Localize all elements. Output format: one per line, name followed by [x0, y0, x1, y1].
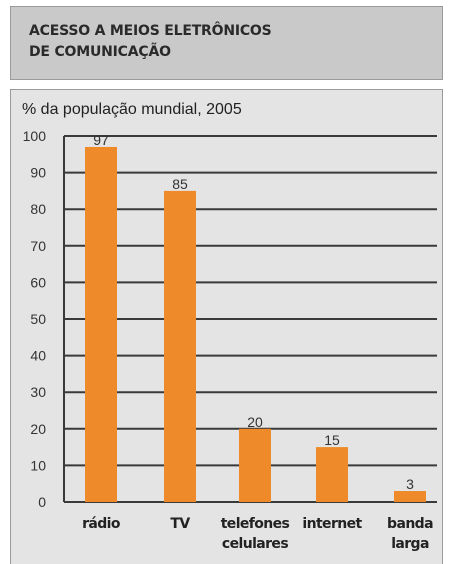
category-label-2-1: celulares [222, 536, 288, 552]
y-tick-label-90: 90 [30, 165, 46, 181]
bar-0 [85, 146, 117, 503]
value-label-1: 85 [172, 176, 188, 192]
value-label-4: 3 [406, 476, 414, 492]
category-label-4-0: banda [387, 516, 433, 532]
category-label-0-0: rádio [82, 516, 121, 532]
value-label-2: 20 [247, 414, 263, 430]
category-label-3-0: internet [302, 516, 362, 532]
category-label-1-0: TV [170, 516, 190, 532]
y-tick-label-0: 0 [38, 494, 46, 510]
y-tick-label-10: 10 [30, 457, 46, 473]
chart-title: ACESSO A MEIOS ELETRÔNICOS DE COMUNICAÇÃO [29, 21, 349, 63]
y-tick-label-80: 80 [30, 201, 46, 217]
y-tick-label-20: 20 [30, 421, 46, 437]
value-labels: 97 85 20 15 3 [93, 132, 414, 492]
y-tick-label-100: 100 [23, 128, 47, 144]
y-tick-label-60: 60 [30, 274, 46, 290]
y-axis-ticks: 0 10 20 30 40 50 60 70 80 90 100 [23, 128, 47, 510]
chart-panel [10, 89, 443, 564]
bars [85, 146, 426, 503]
y-tick-label-50: 50 [30, 311, 46, 327]
chart-subtitle: % da população mundial, 2005 [22, 101, 242, 118]
category-labels: rádio TV telefones celulares internet banda la… [82, 516, 434, 552]
y-tick-label-70: 70 [30, 238, 46, 254]
chart-title-line-2: DE COMUNICAÇÃO [29, 44, 171, 60]
category-label-4-1: larga [391, 536, 429, 552]
header-bar: ACESSO A MEIOS ELETRÔNICOS DE COMUNICAÇÃO [10, 6, 443, 80]
chart-title-line-1: ACESSO A MEIOS ELETRÔNICOS [29, 23, 272, 39]
y-tick-label-40: 40 [30, 348, 46, 364]
value-label-0: 97 [93, 132, 109, 148]
bar-1 [164, 190, 196, 502]
bar-2 [239, 428, 271, 502]
bar-4 [394, 491, 426, 502]
y-tick-label-30: 30 [30, 384, 46, 400]
value-label-3: 15 [324, 432, 340, 448]
category-label-2-0: telefones [221, 516, 290, 532]
bar-3 [316, 447, 348, 502]
